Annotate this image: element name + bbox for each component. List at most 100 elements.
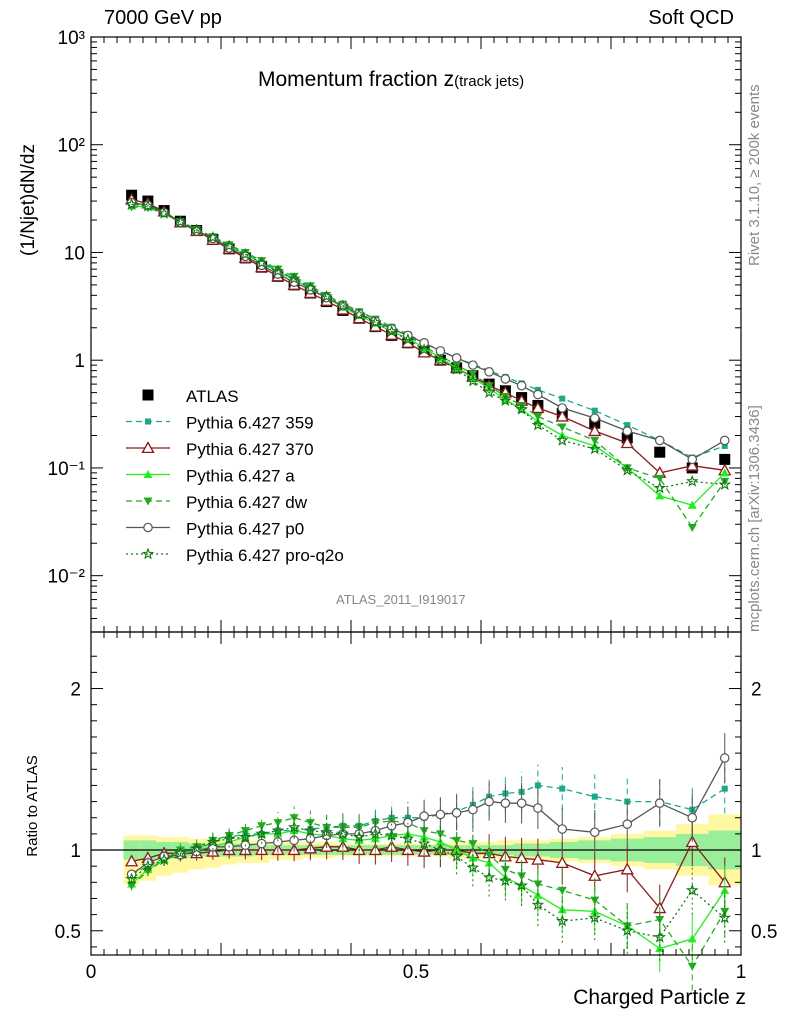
header-left: 7000 GeV pp <box>104 7 222 29</box>
ratio-ytick-label-left: 0.5 <box>55 922 81 943</box>
main-ytick-label: 10² <box>58 136 85 157</box>
ratio-point-pythia-6-427-359 <box>559 785 566 792</box>
legend-marker-pythia-6-427-370 <box>141 441 155 454</box>
ratio-line-pythia-6-427-pro-q2o <box>131 826 726 938</box>
ratio-point-pythia-6-427-dw <box>305 819 315 828</box>
main-ytick-label: 10⁻² <box>48 567 86 588</box>
ratio-point-pythia-6-427-dw <box>257 822 267 831</box>
ratio-point-pythia-6-427-dw <box>484 851 494 860</box>
ratio-point-pythia-6-427-p0 <box>516 798 527 808</box>
main-point-pythia-6-427-pro-q2o <box>239 247 252 260</box>
ratio-point-pythia-6-427-pro-q2o <box>239 830 252 843</box>
main-point-pythia-6-427-p0 <box>654 435 665 446</box>
side-label-mcplots: mcplots.cern.ch [arXiv:1306.3436] <box>746 405 763 632</box>
ratio-point-pythia-6-427-dw <box>687 962 697 971</box>
main-point-pythia-6-427-370 <box>531 401 545 414</box>
plot-title-main: Momentum fraction z <box>258 68 455 91</box>
ratio-point-pythia-6-427-pro-q2o <box>352 830 366 843</box>
ratio-point-pythia-6-427-pro-q2o <box>141 859 155 872</box>
main-point-pythia-6-427-pro-q2o <box>515 402 528 415</box>
x-axis-label: Charged Particle z <box>573 986 746 1009</box>
ratio-point-pythia-6-427-pro-q2o <box>190 841 203 854</box>
ratio-point-pythia-6-427-359 <box>721 785 728 792</box>
ratio-point-pythia-6-427-pro-q2o <box>499 874 512 887</box>
ratio-point-pythia-6-427-pro-q2o <box>125 872 138 885</box>
ratio-point-pythia-6-427-pro-q2o <box>450 849 463 862</box>
main-point-pythia-6-427-a <box>655 491 665 500</box>
legend-label-pythia-6-427-p0: Pythia 6.427 p0 <box>186 520 304 539</box>
ratio-xtick-label: 0 <box>86 962 97 983</box>
main-point-pythia-6-427-pro-q2o <box>271 264 285 277</box>
main-point-pythia-6-427-dw <box>533 413 543 422</box>
main-point-pythia-6-427-pro-q2o <box>157 206 171 219</box>
ratio-point-pythia-6-427-p0 <box>435 809 446 820</box>
main-point-pythia-6-427-370 <box>620 436 634 449</box>
ratio-xtick-label: 0.5 <box>403 962 429 983</box>
ratio-point-pythia-6-427-pro-q2o <box>287 820 301 833</box>
main-point-pythia-6-427-pro-q2o <box>255 256 268 269</box>
main-point-pythia-6-427-359 <box>721 442 728 449</box>
main-point-pythia-6-427-pro-q2o <box>174 215 187 228</box>
ratio-point-pythia-6-427-359 <box>591 793 598 800</box>
ratio-ytick-label-left: 2 <box>70 680 81 701</box>
main-point-pythia-6-427-dw <box>590 436 600 445</box>
main-point-pythia-6-427-p0 <box>533 389 543 400</box>
ratio-point-pythia-6-427-pro-q2o <box>588 911 602 924</box>
main-point-pythia-6-427-a <box>687 500 697 509</box>
main-point-pythia-6-427-p0 <box>451 353 462 363</box>
main-point-pythia-6-427-pro-q2o <box>190 223 203 236</box>
ratio-point-pythia-6-427-dw <box>273 819 283 828</box>
ratio-point-pythia-6-427-pro-q2o <box>255 827 268 840</box>
main-point-pythia-6-427-p0 <box>589 413 600 423</box>
main-point-pythia-6-427-pro-q2o <box>206 230 220 243</box>
main-ytick-label: 10 <box>64 243 85 264</box>
main-point-pythia-6-427-p0 <box>516 380 527 391</box>
ratio-point-pythia-6-427-pro-q2o <box>271 824 285 836</box>
main-point-pythia-6-427-p0 <box>484 367 494 377</box>
main-point-pythia-6-427-pro-q2o <box>621 463 634 476</box>
ratio-point-pythia-6-427-pro-q2o <box>531 898 545 911</box>
ratio-ytick-label-right: 1 <box>751 841 762 862</box>
main-point-atlas <box>589 417 601 429</box>
main-point-pythia-6-427-pro-q2o <box>685 474 699 487</box>
ratio-point-pythia-6-427-a <box>452 845 462 854</box>
legend-label-pythia-6-427-a: Pythia 6.427 a <box>186 467 295 486</box>
ratio-point-pythia-6-427-p0 <box>622 819 633 829</box>
ratio-point-pythia-6-427-pro-q2o <box>417 837 431 849</box>
analysis-label: ATLAS_2011_I919017 <box>336 592 466 607</box>
main-point-pythia-6-427-pro-q2o <box>531 418 545 431</box>
ratio-point-pythia-6-427-p0 <box>533 803 543 813</box>
main-point-pythia-6-427-pro-q2o <box>336 299 350 312</box>
ratio-point-pythia-6-427-dw <box>468 840 478 849</box>
ratio-point-pythia-6-427-pro-q2o <box>653 930 666 943</box>
main-point-pythia-6-427-dw <box>720 477 730 486</box>
main-point-pythia-6-427-pro-q2o <box>434 353 447 366</box>
ratio-point-pythia-6-427-pro-q2o <box>206 835 220 848</box>
ratio-point-pythia-6-427-dw <box>435 830 445 839</box>
main-point-pythia-6-427-pro-q2o <box>304 281 317 294</box>
legend-marker-pythia-6-427-pro-q2o <box>141 547 155 560</box>
ratio-point-pythia-6-427-dw <box>590 896 600 905</box>
main-point-pythia-6-427-p0 <box>622 426 633 436</box>
ratio-xtick-label: 1 <box>736 962 747 983</box>
main-point-pythia-6-427-370 <box>685 458 699 471</box>
ratio-point-pythia-6-427-pro-q2o <box>304 824 317 836</box>
ratio-point-pythia-6-427-370 <box>125 854 139 867</box>
main-point-pythia-6-427-359 <box>591 407 598 414</box>
main-point-pythia-6-427-dw <box>289 272 299 281</box>
main-point-pythia-6-427-pro-q2o <box>141 199 155 212</box>
legend-label-atlas: ATLAS <box>186 387 239 406</box>
ratio-point-pythia-6-427-pro-q2o <box>369 827 382 840</box>
ratio-point-pythia-6-427-dw <box>127 882 137 891</box>
plot-title: Momentum fraction z(track jets) <box>258 68 524 92</box>
legend-label-pythia-6-427-359: Pythia 6.427 359 <box>186 414 314 433</box>
main-point-pythia-6-427-pro-q2o <box>369 315 382 328</box>
main-point-pythia-6-427-370 <box>555 409 569 422</box>
main-point-pythia-6-427-dw <box>687 523 697 532</box>
legend-label-pythia-6-427-dw: Pythia 6.427 dw <box>186 493 308 512</box>
ratio-point-pythia-6-427-p0 <box>289 835 299 846</box>
legend-marker-pythia-6-427-dw <box>143 497 153 506</box>
ratio-point-pythia-6-427-p0 <box>500 798 511 808</box>
main-point-pythia-6-427-pro-q2o <box>653 481 667 494</box>
